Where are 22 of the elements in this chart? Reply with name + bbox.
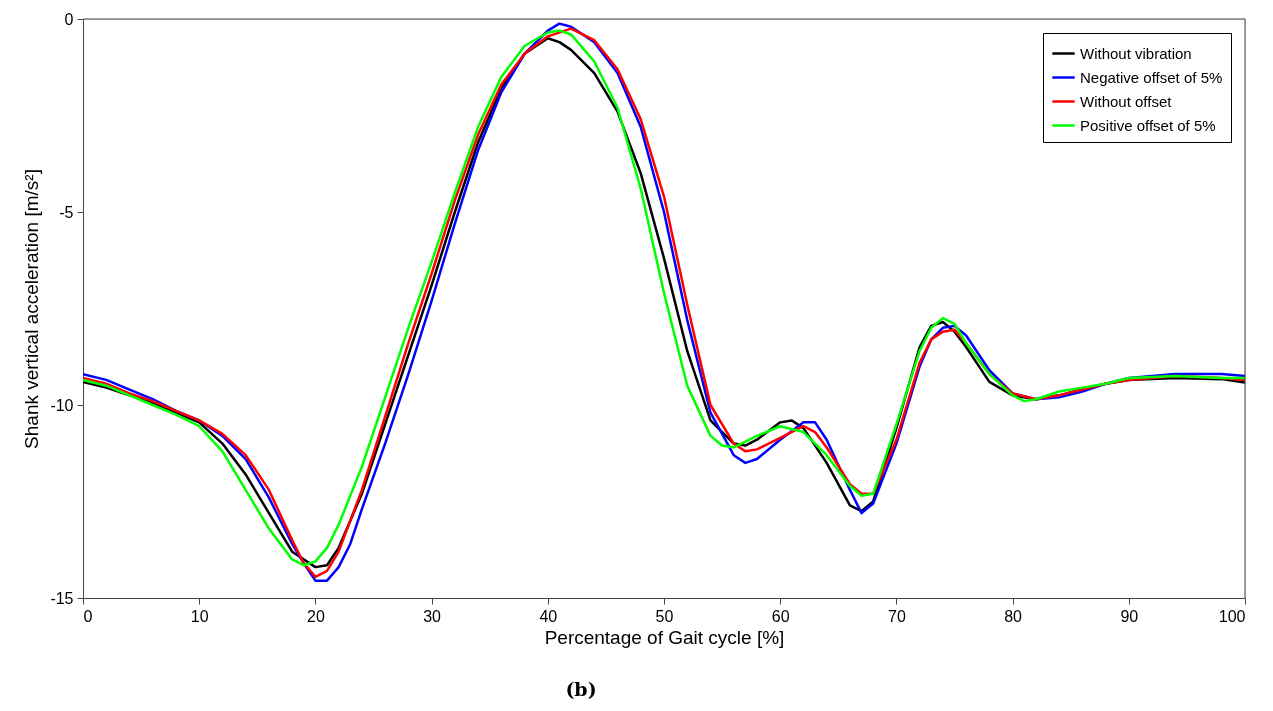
legend-label: Without offset (1080, 92, 1173, 110)
y-tick-label: -5 (59, 203, 74, 221)
x-tick-label: 90 (1120, 607, 1139, 625)
x-tick-label: 70 (888, 607, 906, 625)
x-tick-label: 100 (1218, 607, 1246, 625)
x-tick-label: 0 (83, 607, 93, 625)
y-tick-label: 0 (64, 10, 74, 28)
x-tick-label: 60 (771, 607, 790, 625)
x-tick-label: 50 (655, 607, 674, 625)
y-tick-label: -10 (50, 396, 74, 414)
x-axis-title: Percentage of Gait cycle [%] (544, 626, 785, 648)
x-tick-label: 30 (423, 607, 442, 625)
x-tick-label: 10 (190, 607, 209, 625)
legend-label: Positive offset of 5% (1080, 116, 1216, 134)
x-tick-label: 40 (539, 607, 558, 625)
text: (b) (565, 678, 597, 700)
legend-label: Negative offset of 5% (1080, 68, 1223, 86)
y-tick-label: -15 (50, 589, 74, 607)
legend-label: Without vibration (1080, 44, 1192, 62)
x-tick-label: 80 (1004, 607, 1023, 625)
x-tick-label: 20 (307, 607, 325, 625)
y-axis-title: Shank vertical acceleration [m/s²] (21, 169, 43, 449)
